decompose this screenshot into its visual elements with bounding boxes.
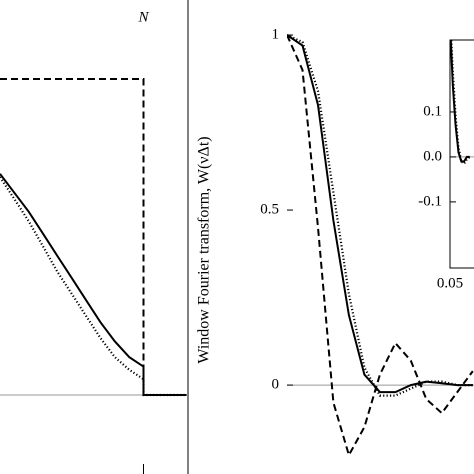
x-tick-label: 0.05 [437,275,463,291]
series-line [0,78,187,396]
y-tick-label: 0.5 [260,201,279,217]
series-line [0,176,187,397]
y-tick-label: 0.1 [423,103,442,119]
plot-area [287,33,474,458]
series-line [450,40,471,166]
y-axis-label: Window Fourier transform, W(νΔt) [196,136,213,363]
series-line [287,34,473,394]
y-tick-label: 1 [272,26,280,42]
plot-area [450,40,471,166]
series-line [287,33,473,397]
y-tick-label: 0.0 [423,148,442,164]
y-tick-label: -0.1 [418,193,442,209]
series-line [0,173,187,396]
plot-area [0,78,187,397]
x-tick-label: N [138,9,150,25]
y-tick-label: 0 [272,377,280,393]
